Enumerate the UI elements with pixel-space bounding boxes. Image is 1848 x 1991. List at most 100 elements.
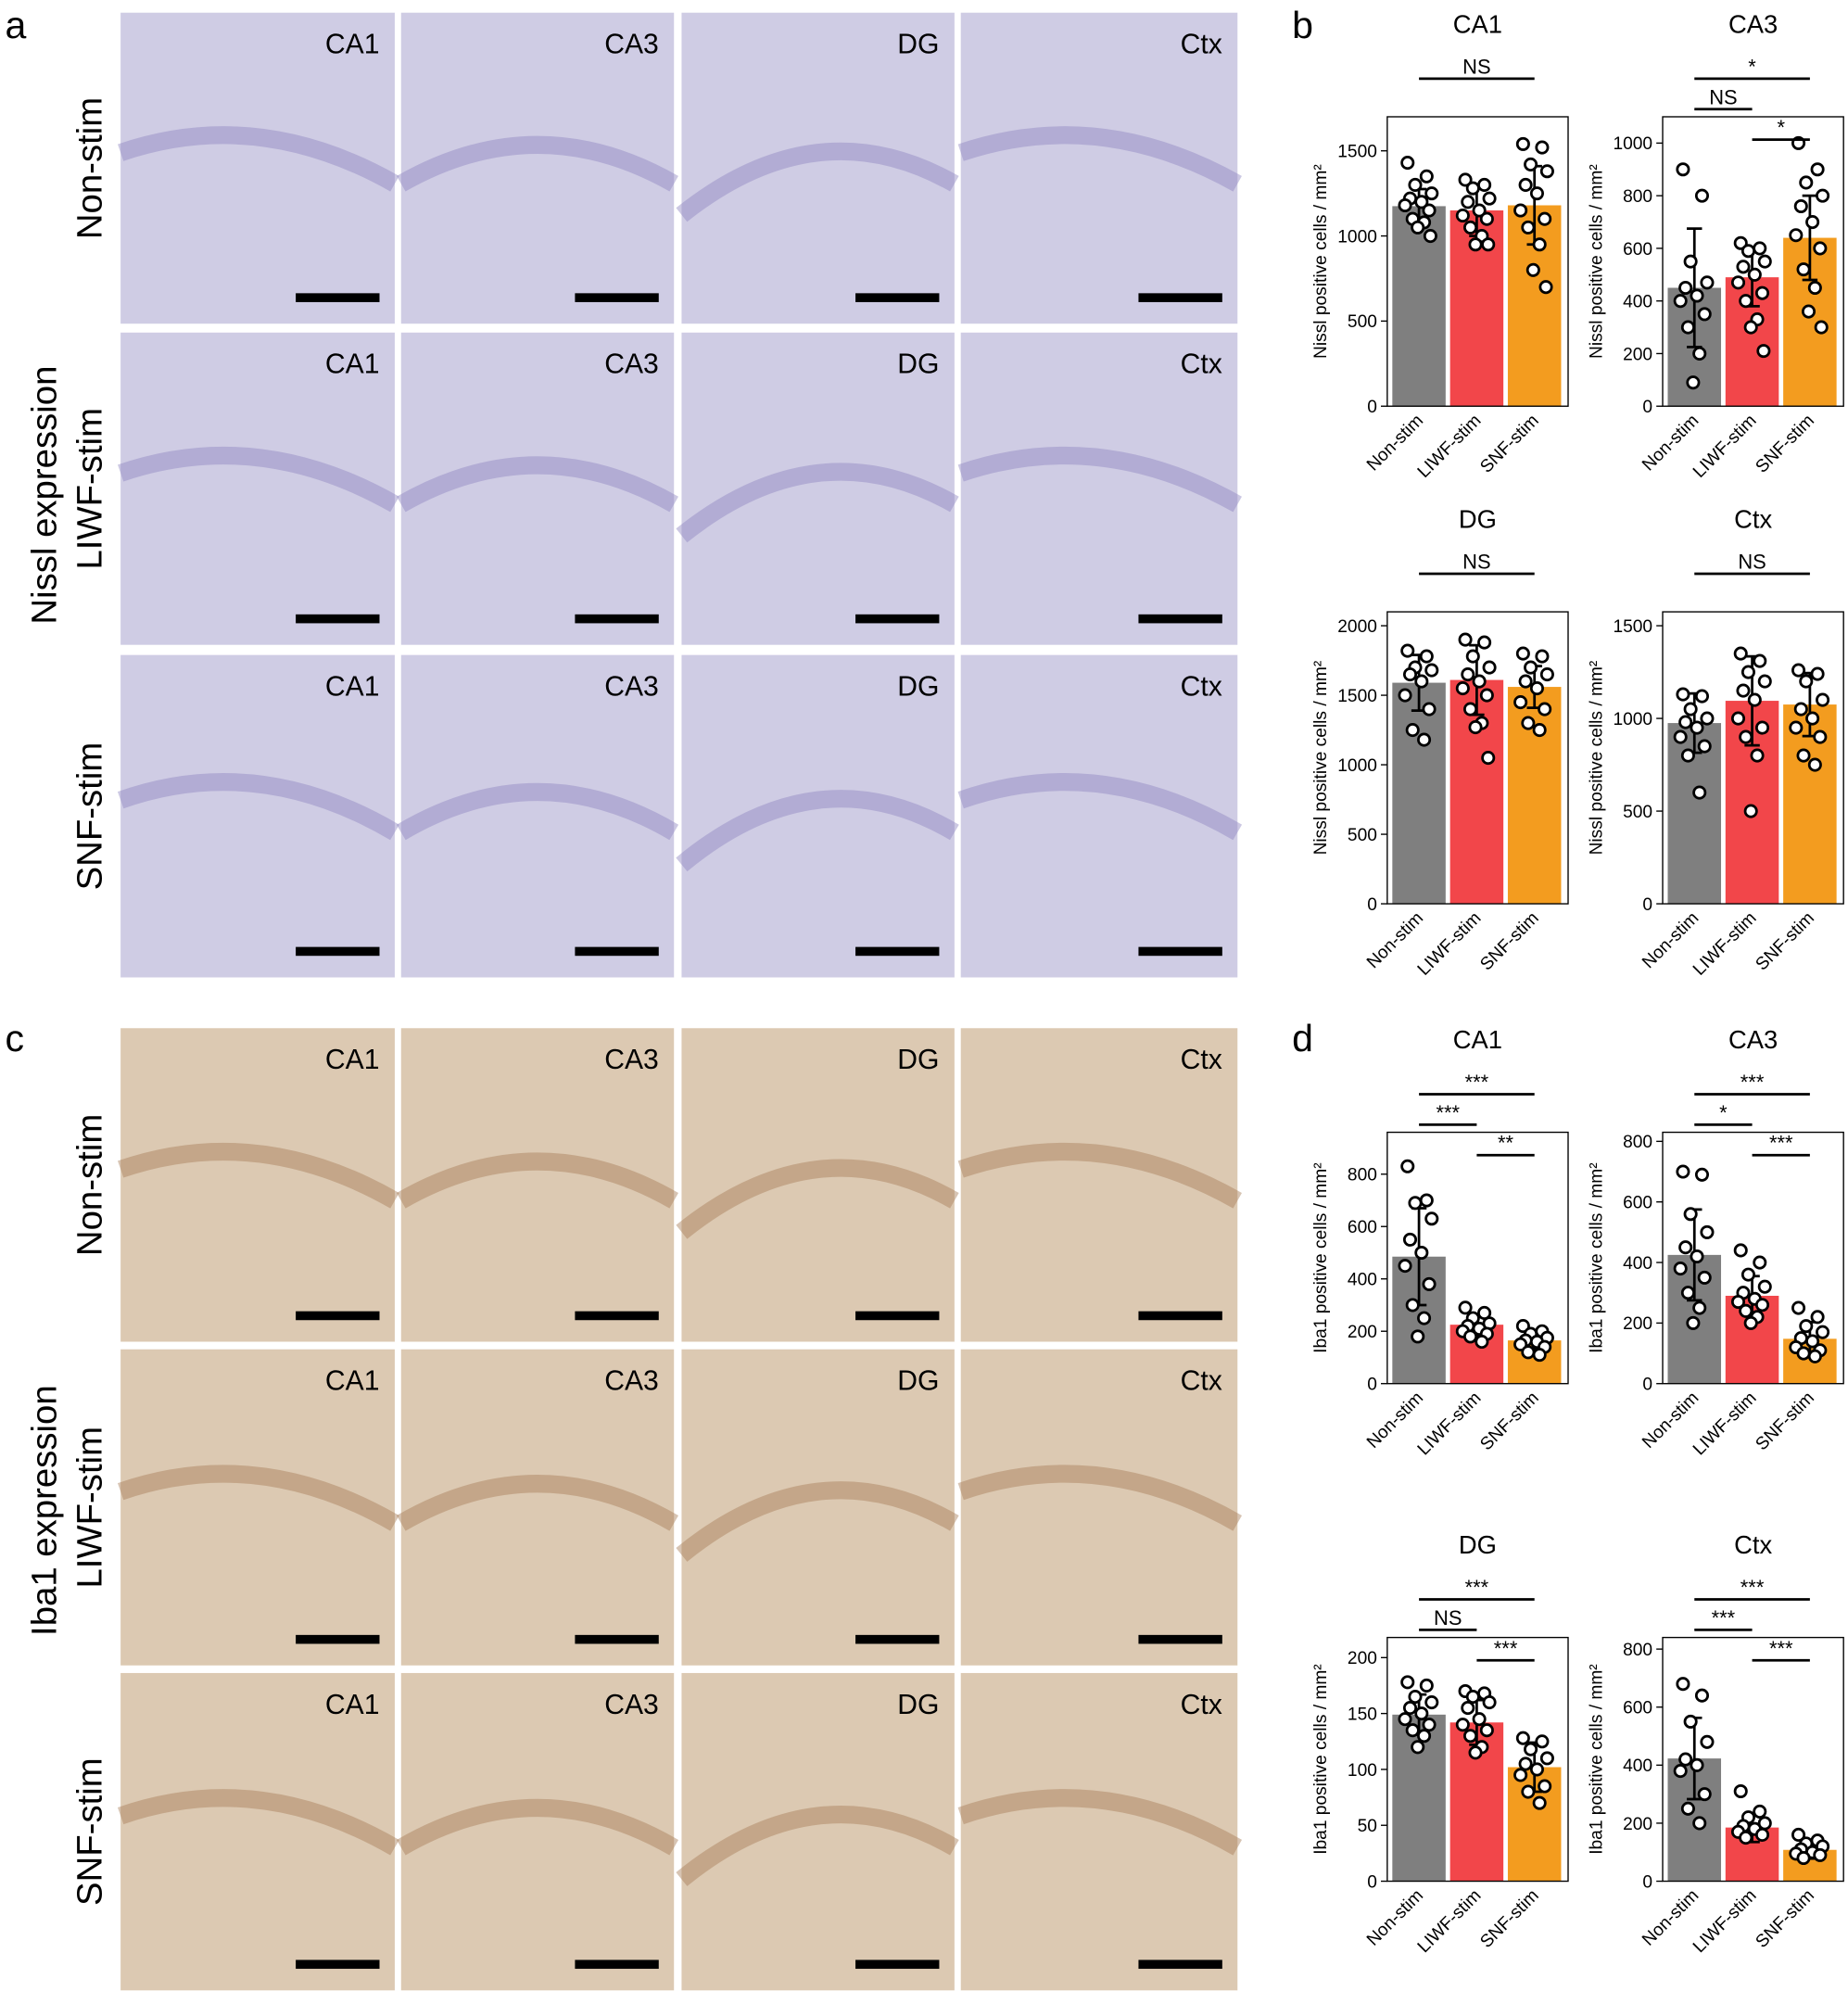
data-point	[1424, 186, 1439, 201]
micrograph	[120, 654, 395, 978]
x-tick-label: SNF-stim	[1476, 411, 1542, 476]
data-point	[1673, 294, 1688, 309]
data-point	[1743, 320, 1758, 335]
y-tick-label: 200	[1623, 1314, 1652, 1334]
region-label: CA1	[325, 1690, 380, 1720]
x-tick-label: LIWF-stim	[1690, 411, 1761, 482]
data-point	[1791, 1827, 1806, 1842]
data-point	[1673, 1764, 1688, 1779]
data-point	[1513, 1768, 1528, 1782]
data-point	[1697, 307, 1712, 322]
data-point	[1398, 1259, 1412, 1274]
data-point	[1807, 1349, 1822, 1363]
data-point	[1463, 220, 1478, 235]
data-point	[1411, 220, 1425, 235]
region-label: Ctx	[1181, 1045, 1222, 1075]
data-point	[1525, 262, 1540, 277]
y-axis-label: Nissl positive cells / mm²	[1311, 660, 1331, 855]
significance-label: ***	[1769, 1132, 1793, 1155]
y-tick-label: 2000	[1337, 617, 1377, 637]
data-point	[1513, 203, 1528, 218]
micrograph	[960, 654, 1238, 978]
scale-bar	[1138, 1311, 1222, 1321]
plot-frame	[1386, 1636, 1569, 1883]
y-tick-label: 0	[1367, 1872, 1377, 1892]
data-point	[1472, 674, 1487, 689]
region-label: CA1	[325, 1045, 380, 1075]
tissue-layer	[397, 135, 678, 192]
tissue-layer	[117, 1789, 399, 1856]
bar	[1392, 682, 1446, 905]
data-point	[1539, 667, 1554, 682]
data-point	[1796, 262, 1811, 277]
region-label: CA3	[604, 1045, 659, 1075]
data-point	[1789, 720, 1804, 735]
data-point	[1683, 702, 1698, 717]
data-point	[1398, 197, 1412, 213]
data-point	[1472, 203, 1487, 218]
data-point	[1532, 1795, 1547, 1810]
scale-bar	[855, 1634, 940, 1644]
data-point	[1700, 1734, 1715, 1749]
data-point	[1793, 198, 1808, 214]
panel-letter: b	[1292, 4, 1313, 46]
y-tick-label: 1500	[1613, 617, 1652, 637]
scale-bar	[1138, 946, 1222, 957]
data-point	[1740, 1267, 1755, 1282]
data-point	[1756, 344, 1771, 359]
significance-label: NS	[1738, 551, 1766, 574]
data-point	[1518, 674, 1533, 689]
region-label: CA3	[604, 1366, 659, 1397]
data-point	[1458, 632, 1473, 647]
data-point	[1697, 1787, 1712, 1802]
data-point	[1743, 804, 1758, 818]
data-point	[1411, 1740, 1425, 1755]
tissue-layer	[676, 790, 959, 872]
data-point	[1750, 748, 1765, 763]
micrograph	[960, 12, 1238, 324]
region-label: DG	[897, 30, 939, 60]
data-point	[1529, 186, 1544, 201]
significance-label: ***	[1712, 1606, 1736, 1630]
tissue-layer	[676, 1806, 959, 1886]
data-point	[1743, 1315, 1758, 1330]
data-point	[1539, 164, 1554, 179]
data-point	[1805, 711, 1820, 726]
data-point	[1479, 1723, 1494, 1738]
micrograph	[120, 1028, 395, 1342]
tissue-layer	[957, 126, 1242, 192]
y-tick-label: 400	[1623, 293, 1652, 312]
data-point	[1529, 1762, 1544, 1777]
region-label: CA1	[325, 349, 380, 380]
y-tick-label: 400	[1623, 1756, 1652, 1776]
chart-title: CA1	[1453, 10, 1502, 39]
data-point	[1481, 751, 1496, 766]
data-point	[1414, 195, 1429, 209]
y-tick-label: 1000	[1613, 134, 1652, 154]
data-point	[1532, 1348, 1547, 1363]
chart-title: CA1	[1453, 1025, 1502, 1054]
data-point	[1754, 720, 1770, 735]
data-point	[1676, 687, 1690, 702]
y-tick-label: 0	[1367, 895, 1377, 915]
scale-bar	[855, 293, 940, 302]
tissue-layer	[118, 126, 399, 192]
row-label: SNF-stim	[70, 1757, 110, 1906]
y-tick-label: 500	[1348, 312, 1377, 332]
data-point	[1405, 1298, 1420, 1313]
data-point	[1686, 375, 1701, 390]
row-label: Non-stim	[70, 97, 110, 239]
plot-frame	[1662, 1636, 1844, 1883]
significance-label: ***	[1465, 1071, 1489, 1094]
data-point	[1535, 1734, 1550, 1749]
data-point	[1813, 1847, 1828, 1862]
data-point	[1754, 1827, 1770, 1842]
data-point	[1801, 304, 1816, 319]
data-point	[1796, 1850, 1811, 1866]
data-point	[1816, 1325, 1830, 1339]
data-point	[1424, 663, 1439, 678]
data-point	[1747, 692, 1762, 707]
data-point	[1747, 267, 1762, 282]
region-label: Ctx	[1181, 30, 1222, 60]
